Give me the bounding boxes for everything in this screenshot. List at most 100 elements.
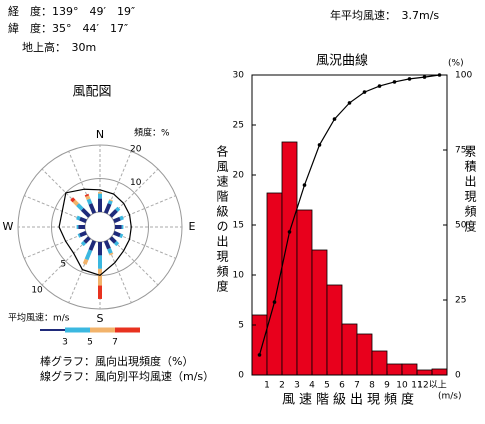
y2-tick-label: 50 <box>455 221 467 231</box>
spoke <box>113 195 176 222</box>
y-tick-label: 5 <box>238 321 244 331</box>
bar <box>431 368 448 376</box>
spoke <box>113 232 176 259</box>
ring-label: 20 <box>130 145 142 155</box>
rose-bar <box>70 197 76 203</box>
rose-bar <box>107 199 113 205</box>
cumulative-point <box>437 73 442 77</box>
y-tick-label: 0 <box>238 371 244 381</box>
y2-unit: (%) <box>448 59 464 69</box>
rose-bar <box>107 247 113 255</box>
rose-bar <box>84 193 90 197</box>
rose-bar <box>79 230 87 238</box>
rose-bar <box>109 209 118 218</box>
y2-tick-label: 0 <box>455 371 461 381</box>
bar <box>371 350 388 376</box>
speed-legend-label: 平均風速：m/s <box>8 312 70 324</box>
speed-tick-label: 5 <box>60 259 66 269</box>
calm-circle <box>84 211 116 243</box>
rose-bar <box>113 230 121 238</box>
mean-speed: 年平均風速： 3.7m/s <box>330 8 439 22</box>
cumulative-point <box>377 84 382 88</box>
spoke <box>110 237 159 286</box>
latitude: 緯 度：35° 44′ 17″ <box>8 21 128 35</box>
bar <box>356 333 373 376</box>
y-tick-label: 25 <box>233 121 244 131</box>
rose-bar <box>76 215 81 221</box>
y2-axis-label: 累積出現頻度 <box>463 145 477 235</box>
cumulative-point <box>347 101 352 105</box>
cumulative-point <box>302 183 307 187</box>
x-tick-label: 8 <box>369 381 375 391</box>
x-tick-label: 5 <box>324 381 330 391</box>
legend-break-label: 7 <box>112 338 118 348</box>
y-tick-label: 30 <box>233 71 245 81</box>
direction-label: W <box>3 220 14 233</box>
legend-break-label: 5 <box>87 338 93 348</box>
note: 線グラフ：風向別平均風速（m/s） <box>40 369 214 383</box>
y2-tick-label: 100 <box>455 71 472 81</box>
rose-bar <box>76 203 84 211</box>
rose-bar <box>103 240 111 250</box>
direction-label: N <box>96 128 104 141</box>
rose-bar <box>85 195 91 200</box>
rose-bar <box>88 203 97 214</box>
x-tick-label: 6 <box>339 381 345 391</box>
spoke <box>41 237 90 286</box>
legend-break-label: 3 <box>62 338 68 348</box>
x-tick-label: 1 <box>264 381 270 391</box>
speed-tick-label: 10 <box>31 285 43 295</box>
rose-bar <box>80 240 87 247</box>
hist-title: 風況曲線 <box>316 53 368 69</box>
x-tick-label: 7 <box>354 381 360 391</box>
y2-tick-label: 75 <box>455 146 466 156</box>
cumulative-point <box>422 75 427 79</box>
x-tick-label: 4 <box>309 381 315 391</box>
x-unit: (m/s) <box>438 392 462 402</box>
bar <box>386 363 403 376</box>
cumulative-point <box>272 300 277 304</box>
cumulative-point <box>287 230 292 234</box>
rose-bar <box>103 203 112 214</box>
rose-bar <box>83 236 91 244</box>
ring-label: 10 <box>130 178 142 188</box>
cumulative-point <box>332 117 337 121</box>
y-tick-label: 20 <box>233 171 245 181</box>
rose-bar <box>79 216 87 224</box>
bar <box>341 323 358 376</box>
cumulative-point <box>257 353 262 357</box>
cumulative-point <box>392 80 397 84</box>
rose-bar <box>82 258 89 265</box>
rose-bar <box>113 240 120 247</box>
direction-label: S <box>97 312 104 325</box>
rose-bar <box>115 206 121 212</box>
cumulative-point <box>362 90 367 94</box>
rose-bar <box>84 249 93 261</box>
note: 棒グラフ：風向出現頻度（%） <box>40 354 193 368</box>
rose-bar <box>86 198 93 205</box>
bar <box>266 192 283 376</box>
frequency-label: 頻度：% <box>134 127 170 139</box>
rose-bar <box>88 240 97 251</box>
cumulative-point <box>317 143 322 147</box>
x-tick-label: 2 <box>279 381 285 391</box>
bar <box>311 249 328 376</box>
x-tick-label: 3 <box>294 381 300 391</box>
y2-tick-label: 25 <box>455 296 466 306</box>
spoke <box>24 232 87 259</box>
bar <box>401 363 418 376</box>
rose-bar <box>119 233 124 239</box>
x-axis-label: 風速階級出現頻度 <box>282 392 418 408</box>
y-axis-label: 各風速階級の出現頻度 <box>215 144 229 295</box>
rose-bar <box>80 207 91 218</box>
x-tick-label: 11 <box>411 381 422 391</box>
bar <box>416 369 433 376</box>
height: 地上高： 30m <box>22 40 96 54</box>
longitude: 経 度：139° 49′ 19″ <box>8 4 135 18</box>
rose-bar <box>119 215 124 221</box>
bar <box>326 284 343 376</box>
rose-bar <box>72 199 79 206</box>
bar <box>296 209 313 376</box>
rose-bar <box>109 252 114 256</box>
speed-line <box>58 188 132 276</box>
